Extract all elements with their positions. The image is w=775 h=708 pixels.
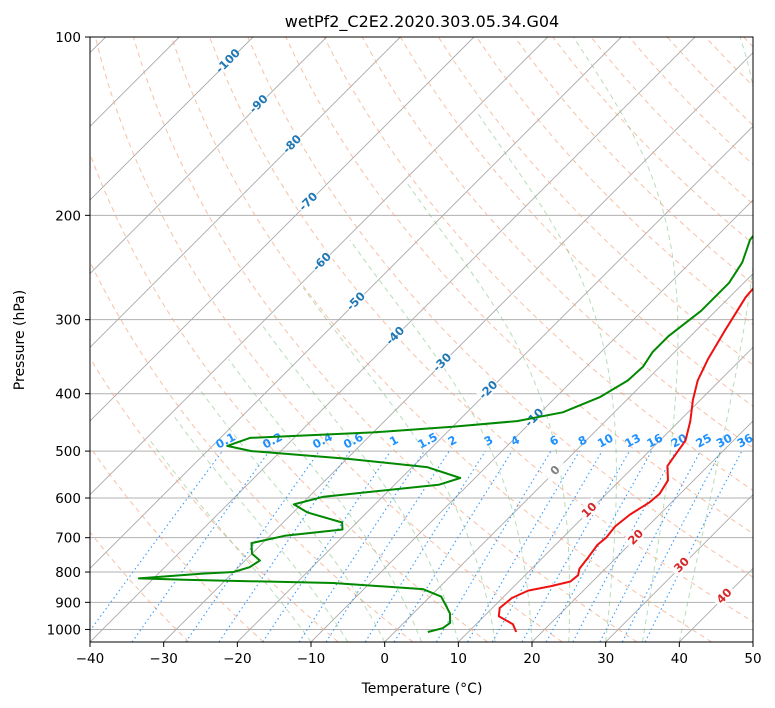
isotherm-label-bg	[668, 552, 694, 577]
mixing-ratio-line	[218, 450, 351, 642]
y-axis-label: Pressure (hPa)	[12, 290, 28, 390]
isotherm-label-bg	[279, 131, 304, 157]
y-tick-label: 300	[55, 313, 81, 329]
isotherm-line	[90, 37, 548, 496]
dry-adiabat-line	[90, 446, 264, 642]
mixing-ratio-line	[467, 450, 580, 642]
isotherm-label-bg	[622, 524, 648, 549]
mixing-ratio-line	[364, 450, 486, 642]
dry-adiabat-line	[90, 531, 190, 642]
moist-adiabat-line	[228, 359, 422, 642]
axes: −40 −30 −20 −10 0 10 20 30 40 50 100 200 300 400 500 60…	[47, 30, 762, 667]
mixing-ratio-line	[599, 450, 701, 642]
isotherm-label-bg	[475, 377, 501, 402]
mixing-ratio-line	[185, 450, 320, 642]
isotherm-label-bg	[382, 322, 408, 348]
moist-adiabat-line	[172, 414, 349, 642]
moist-adiabat-line	[147, 437, 312, 642]
moist-adiabat-line	[477, 113, 617, 642]
isotherm-line	[90, 37, 254, 201]
y-tick-label: 900	[55, 595, 81, 611]
y-tick-label: 100	[55, 30, 81, 46]
y-tick-label: 200	[55, 208, 81, 224]
y-tick-label: 600	[55, 491, 81, 507]
isotherm-label-bg	[576, 497, 602, 522]
dry-adiabat-line	[171, 37, 712, 642]
mixing-ratio-label: 25	[693, 431, 714, 451]
y-tick-label: 400	[55, 387, 81, 403]
x-tick-label: −10	[297, 651, 326, 667]
dry-adiabat-line	[209, 37, 753, 623]
temperature-profile-line	[497, 287, 753, 633]
isotherm-label-bg	[295, 188, 321, 214]
isotherm-label-bg	[342, 288, 368, 314]
dry-adiabat-line	[90, 260, 414, 642]
x-tick-label: 10	[450, 651, 467, 667]
mixing-ratio-line	[325, 450, 450, 642]
dry-adiabat-line	[514, 37, 753, 285]
isotherm-label-bg	[711, 583, 737, 608]
moist-adiabat-line	[349, 239, 533, 642]
mixing-ratio-label: 13	[622, 431, 643, 451]
mixing-ratio-line	[298, 450, 425, 642]
isotherm-line	[237, 125, 753, 642]
x-tick-label: −40	[76, 651, 105, 667]
x-tick-label: 30	[597, 651, 614, 667]
x-tick-label: 50	[744, 651, 761, 667]
mixing-ratio-label: 36	[735, 431, 756, 451]
dry-adiabat-line	[132, 37, 638, 642]
isotherm-line	[90, 37, 327, 275]
mixing-ratio-line	[572, 450, 677, 642]
moist-adiabat-line	[572, 37, 679, 642]
isotherm-label-bg	[215, 48, 240, 73]
plot-area: 0.1 0.2 0.4 0.6 1 1.5 2 3 4 6 8 10 13 16 20 25 30 36-100-…	[90, 37, 756, 642]
y-tick-label: 800	[55, 565, 81, 581]
x-tick-label: −30	[149, 651, 178, 667]
mixing-ratio-line	[393, 450, 513, 642]
dry-adiabat-line	[399, 37, 753, 407]
isotherm-line	[458, 346, 753, 642]
plot-frame	[89, 36, 754, 643]
isotherm-label-bg	[542, 457, 568, 483]
isotherm-label-bg	[245, 91, 271, 116]
y-tick-label: 1000	[47, 622, 81, 638]
isotherm-line	[90, 37, 622, 569]
mixing-ratio-label: 10	[595, 431, 616, 451]
isotherm-line	[384, 273, 753, 642]
mixing-ratio-line	[262, 450, 392, 642]
isotherm-line	[605, 494, 753, 642]
mixing-ratio-label: 16	[644, 431, 665, 451]
mixing-ratio-label: 20	[669, 431, 690, 451]
isotherm-label-bg	[308, 248, 334, 274]
y-tick-label: 700	[55, 531, 81, 547]
isotherm-line	[90, 37, 475, 422]
moist-adiabat-line	[405, 180, 571, 642]
mixing-ratio-label: 30	[714, 431, 735, 451]
x-tick-label: −20	[223, 651, 252, 667]
x-tick-label: 40	[671, 651, 688, 667]
y-tick-label: 500	[55, 444, 81, 460]
chart-title: wetPf2_C2E2.2020.303.05.34.G04	[285, 12, 559, 32]
dewpoint-profile-line	[137, 234, 753, 633]
x-axis-label: Temperature (°C)	[361, 681, 483, 697]
dry-adiabat-line	[247, 37, 753, 578]
isotherm-label-bg	[429, 349, 454, 375]
dry-adiabat-line	[361, 37, 753, 449]
plot-background	[90, 37, 753, 642]
x-tick-label: 20	[523, 651, 540, 667]
dry-adiabat-line	[94, 37, 563, 642]
dry-adiabat-line	[90, 152, 488, 642]
x-tick-label: 0	[380, 651, 389, 667]
